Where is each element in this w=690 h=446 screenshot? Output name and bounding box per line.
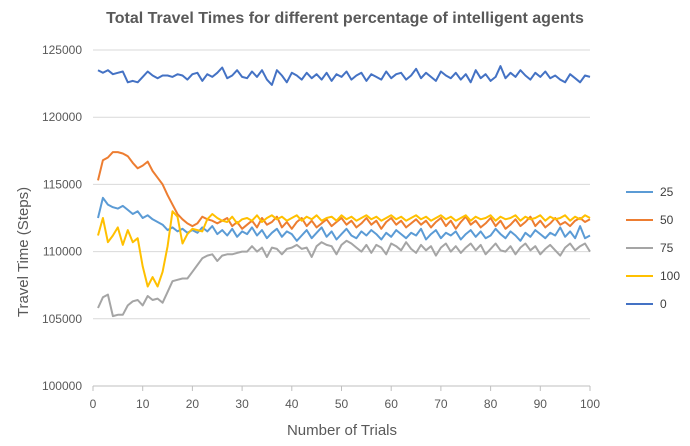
chart-title: Total Travel Times for different percent… xyxy=(106,10,584,27)
x-tick-label: 50 xyxy=(335,397,349,411)
axes xyxy=(92,385,591,391)
y-tick-label: 125000 xyxy=(42,43,82,57)
x-tick-label: 60 xyxy=(385,397,399,411)
y-tick-label: 120000 xyxy=(42,110,82,124)
series-line-50 xyxy=(97,151,591,230)
y-tick-labels: 100000 105000 110000 115000 120000 125000 xyxy=(42,43,82,393)
x-tick-labels: 0 10 20 30 40 50 60 70 80 90 100 xyxy=(90,397,601,411)
x-tick-label: 80 xyxy=(484,397,498,411)
y-tick-label: 110000 xyxy=(43,245,82,259)
legend-label-100: 100 xyxy=(660,269,680,283)
legend-label-50: 50 xyxy=(660,213,674,227)
x-tick-label: 30 xyxy=(235,397,249,411)
legend-label-75: 75 xyxy=(660,241,674,255)
x-tick-label: 10 xyxy=(136,397,150,411)
y-tick-label: 100000 xyxy=(42,379,82,393)
x-tick-label: 100 xyxy=(580,397,600,411)
x-tick-label: 70 xyxy=(434,397,448,411)
series-lines xyxy=(97,65,591,318)
legend: 25 50 75 100 0 xyxy=(626,185,680,311)
y-tick-label: 115000 xyxy=(43,177,82,191)
x-tick-label: 0 xyxy=(90,397,97,411)
y-axis-title: Travel Time (Steps) xyxy=(15,187,32,317)
legend-label-25: 25 xyxy=(660,185,674,199)
series-line-75 xyxy=(97,239,591,318)
y-tick-label: 105000 xyxy=(42,312,82,326)
x-axis-title: Number of Trials xyxy=(287,422,397,439)
x-tick-label: 20 xyxy=(186,397,200,411)
series-line-0 xyxy=(97,65,591,86)
series-line-100 xyxy=(97,210,591,288)
x-tick-label: 90 xyxy=(534,397,548,411)
x-tick-label: 40 xyxy=(285,397,299,411)
legend-label-0: 0 xyxy=(660,297,667,311)
